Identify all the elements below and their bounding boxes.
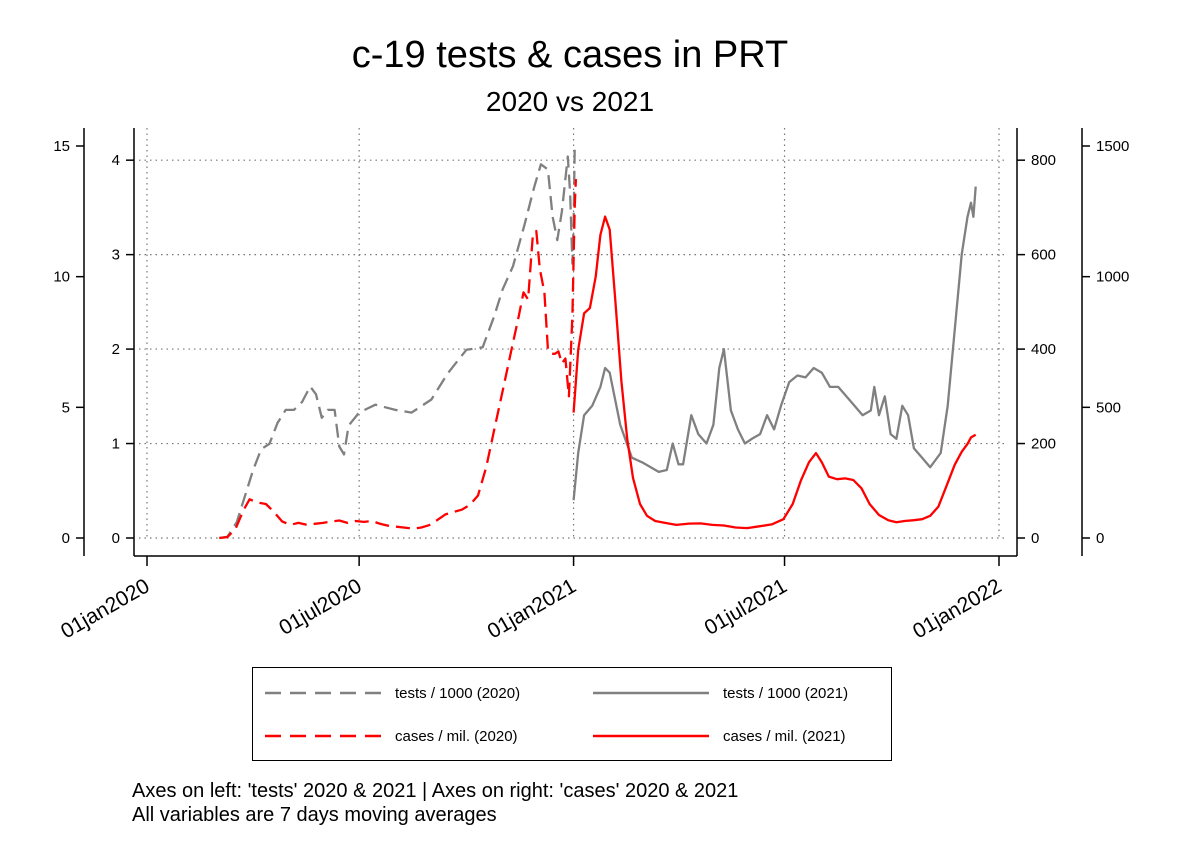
legend: tests / 1000 (2020) tests / 1000 (2021) … [252,667,892,761]
legend-label-cases-2021: cases / mil. (2021) [723,728,846,745]
y-tick-label: 5 [62,399,70,416]
footnote-axes: Axes on left: 'tests' 2020 & 2021 | Axes… [132,780,739,802]
x-tick-label: 01jul2021 [701,574,791,639]
grid-lines [139,128,1005,539]
y-tick-label: 400 [1031,341,1056,358]
legend-swatch-cases-2020 [265,734,381,738]
y-tick-label: 0 [1031,530,1039,547]
series-line-cases-mil-2021- [572,215,977,530]
legend-swatch-cases-2021 [593,734,709,738]
y-tick-label: 0 [1096,530,1104,547]
series-line-tests-1000-2021- [572,186,977,501]
chart-title: c-19 tests & cases in PRT [351,34,789,76]
y-tick-label: 4 [112,152,120,169]
x-tick-label: 01jan2021 [484,574,580,643]
series-line-cases-mil-2020- [219,179,578,540]
y-tick-label: 1000 [1096,269,1129,286]
legend-swatch-tests-2020 [265,691,381,695]
legend-label-tests-2020: tests / 1000 (2020) [395,685,521,702]
y-tick-label: 15 [53,138,70,155]
y-tick-label: 800 [1031,152,1056,169]
y-tick-label: 2 [112,341,120,358]
y-tick-label: 1 [112,436,120,453]
y-tick-label: 0 [62,530,70,547]
x-tick-label: 01jan2022 [909,574,1005,643]
axes: 01jan2020 01jul2020 01jan2021 01jul2021 01ja… [53,128,1129,643]
footnote-moving-average: All variables are 7 days moving averages [132,804,497,826]
y-tick-label: 3 [112,247,120,264]
series-line-tests-1000-2020- [219,145,577,540]
y-tick-label: 1500 [1096,138,1129,155]
series-lines [219,145,977,540]
legend-swatch-tests-2021 [593,691,709,695]
y-tick-label: 0 [112,530,120,547]
legend-label-tests-2021: tests / 1000 (2021) [723,685,849,702]
legend-label-cases-2020: cases / mil. (2020) [395,728,518,745]
y-tick-label: 200 [1031,436,1056,453]
y-tick-label: 10 [53,269,70,286]
y-tick-label: 500 [1096,399,1121,416]
x-tick-label: 01jan2020 [57,574,153,643]
y-tick-label: 600 [1031,247,1056,264]
x-tick-label: 01jul2020 [275,574,365,639]
chart-subtitle: 2020 vs 2021 [485,86,655,117]
